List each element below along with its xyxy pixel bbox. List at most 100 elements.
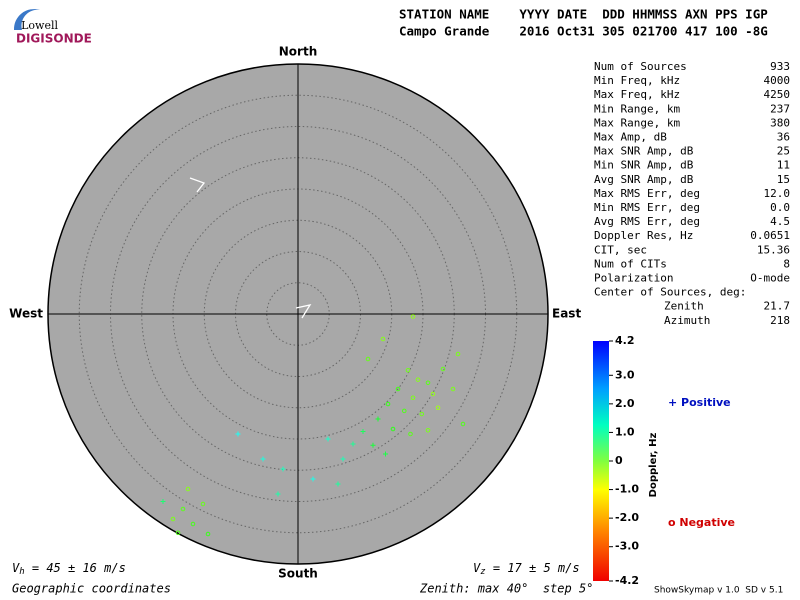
source-negative bbox=[380, 336, 386, 342]
stat-label: Min Range, km bbox=[594, 102, 680, 115]
stat-label: Max Range, km bbox=[594, 116, 680, 129]
colorbar-tick-label: 1.0 bbox=[615, 425, 635, 438]
source-negative bbox=[455, 351, 461, 357]
legend-negative: o Negative bbox=[668, 516, 735, 529]
stat-label: Avg RMS Err, deg bbox=[594, 215, 700, 228]
logo-bottom: DIGISONDE bbox=[16, 32, 92, 46]
logo-mark bbox=[13, 9, 40, 30]
source-positive bbox=[350, 441, 356, 447]
colorbar-title: Doppler, Hz bbox=[648, 433, 659, 498]
stat-value: 4000 bbox=[764, 74, 791, 87]
center-label: Center of Sources, deg: bbox=[594, 286, 746, 299]
source-negative bbox=[170, 516, 176, 522]
arrow-marker bbox=[295, 304, 312, 319]
header-line: Campo Grande 2016 Oct31 305 021700 417 1… bbox=[399, 24, 768, 39]
source-negative bbox=[385, 401, 391, 407]
source-positive bbox=[375, 416, 381, 422]
colorbar-tick-label: 0 bbox=[615, 454, 623, 467]
source-negative bbox=[425, 427, 431, 433]
version-label: ShowSkymap v 1.0 SD v 5.1 bbox=[654, 586, 783, 596]
sources bbox=[160, 314, 466, 537]
source-positive bbox=[370, 442, 376, 448]
stat-value: 4250 bbox=[764, 88, 791, 101]
stat-label: Doppler Res, Hz bbox=[594, 229, 693, 242]
stat-value: 237 bbox=[770, 102, 790, 115]
vh-label: Vh = 45 ± 16 m/s bbox=[12, 561, 126, 577]
stat-value: 0.0 bbox=[770, 201, 790, 214]
source-positive bbox=[310, 476, 316, 482]
stat-value: 15.36 bbox=[757, 243, 790, 256]
source-positive bbox=[260, 456, 266, 462]
stat-label: Polarization bbox=[594, 272, 673, 285]
source-negative bbox=[395, 386, 401, 392]
source-negative bbox=[180, 506, 186, 512]
stat-value: 0.0651 bbox=[750, 229, 790, 242]
stat-value: 36 bbox=[777, 131, 790, 144]
source-positive bbox=[275, 491, 281, 497]
source-negative bbox=[200, 501, 206, 507]
source-negative bbox=[425, 380, 431, 386]
source-negative bbox=[440, 366, 446, 372]
source-negative bbox=[175, 530, 181, 536]
source-negative bbox=[460, 421, 466, 427]
stat-label: Num of CITs bbox=[594, 257, 667, 270]
source-negative bbox=[410, 314, 416, 319]
source-negative bbox=[365, 356, 371, 362]
stat-label: Num of Sources bbox=[594, 60, 687, 73]
center-row-value: 21.7 bbox=[764, 300, 791, 313]
north-label: North bbox=[279, 45, 317, 59]
stat-value: 11 bbox=[777, 159, 790, 172]
stat-value: 25 bbox=[777, 145, 790, 158]
coords-label: Geographic coordinates bbox=[12, 582, 171, 596]
source-negative bbox=[390, 426, 396, 432]
source-positive bbox=[325, 436, 331, 442]
south-label: South bbox=[278, 567, 318, 581]
source-negative bbox=[190, 521, 196, 527]
center-row-label: Zenith bbox=[664, 300, 704, 313]
colorbar-tick-label: -3.0 bbox=[615, 540, 639, 553]
colorbar-tick-label: -1.0 bbox=[615, 483, 639, 496]
stat-value: 15 bbox=[777, 173, 790, 186]
east-label: East bbox=[552, 307, 581, 321]
stat-value: 12.0 bbox=[764, 187, 791, 200]
stat-label: Max SNR Amp, dB bbox=[594, 145, 694, 158]
source-negative bbox=[415, 377, 421, 382]
center-row-value: 218 bbox=[770, 314, 790, 327]
source-negative bbox=[450, 386, 456, 392]
arrow-marker bbox=[189, 177, 206, 193]
stats-table: Num of Sources 933 Min Freq, kHz 4000 Max Fr… bbox=[594, 60, 790, 327]
source-negative bbox=[205, 531, 211, 537]
source-positive bbox=[360, 429, 366, 434]
colorbar-tick-label: 3.0 bbox=[615, 368, 635, 381]
colorbar bbox=[593, 341, 609, 581]
stat-value: 380 bbox=[770, 116, 790, 129]
source-positive bbox=[335, 481, 341, 487]
source-negative bbox=[408, 431, 413, 437]
stat-label: Max Amp, dB bbox=[594, 131, 667, 144]
colorbar-tick-label: 2.0 bbox=[615, 397, 635, 410]
west-label: West bbox=[9, 307, 43, 321]
source-negative bbox=[430, 391, 436, 397]
stat-label: Max RMS Err, deg bbox=[594, 187, 700, 200]
center-row-label: Azimuth bbox=[664, 314, 710, 327]
source-negative bbox=[401, 408, 407, 414]
vz-label: Vz = 17 ± 5 m/s bbox=[473, 561, 580, 577]
logo-top: Lowell bbox=[21, 19, 58, 32]
header-line: STATION NAME YYYY DATE DDD HHMMSS AXN PP… bbox=[399, 7, 768, 22]
stat-label: CIT, sec bbox=[594, 243, 647, 256]
source-positive bbox=[383, 451, 388, 457]
source-positive bbox=[235, 431, 241, 437]
stat-value: O-mode bbox=[750, 272, 790, 285]
source-negative bbox=[185, 486, 191, 492]
source-positive bbox=[280, 466, 286, 472]
source-positive bbox=[160, 499, 166, 504]
stat-value: 933 bbox=[770, 60, 790, 73]
zenith-label: Zenith: max 40° step 5° bbox=[419, 582, 593, 596]
stat-value: 8 bbox=[783, 257, 790, 270]
stat-label: Min Freq, kHz bbox=[594, 74, 680, 87]
colorbar-ticks: 4.2 3.0 2.0 1.0 0 -1.0 -2.0 -3.0 -4.2 bbox=[609, 334, 639, 587]
source-negative bbox=[419, 411, 425, 417]
colorbar-tick-label: -4.2 bbox=[615, 574, 639, 587]
source-negative bbox=[410, 395, 416, 401]
source-negative bbox=[435, 405, 441, 411]
